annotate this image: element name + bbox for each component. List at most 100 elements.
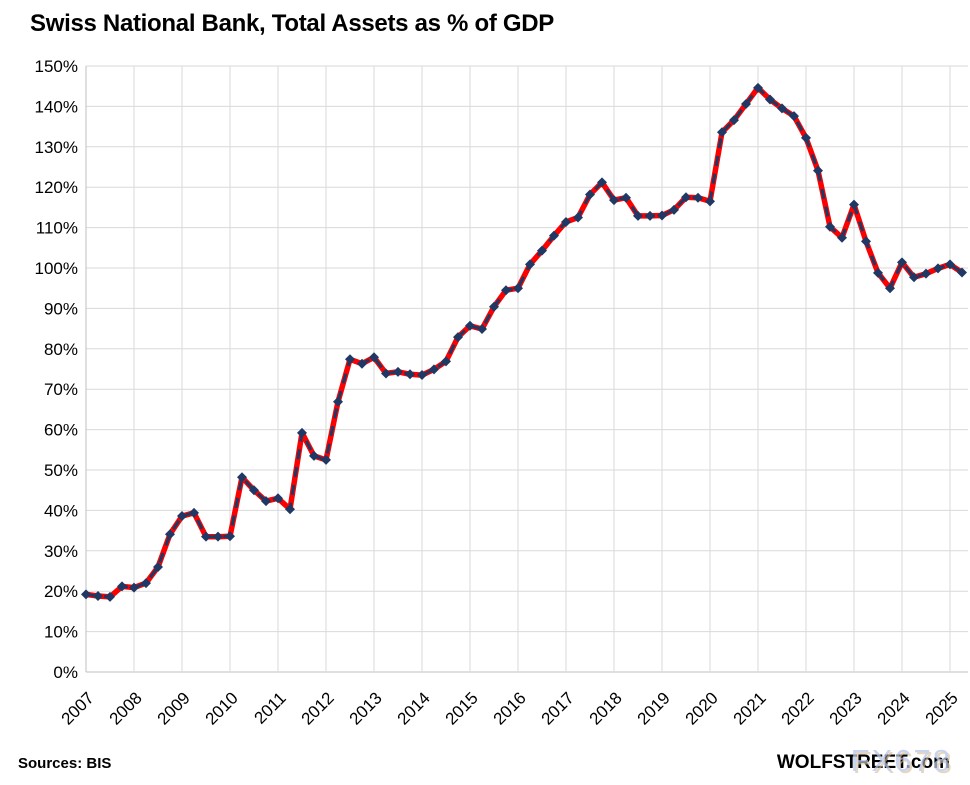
data-point-marker (201, 531, 211, 542)
data-point-marker (777, 103, 787, 114)
data-point-marker (681, 192, 691, 203)
data-point-marker (669, 204, 679, 215)
data-point-marker (513, 283, 523, 294)
data-point-marker (213, 531, 223, 542)
data-point-marker (705, 196, 715, 207)
data-point-marker (261, 496, 271, 507)
x-axis-tick-label: 2019 (634, 688, 674, 728)
data-point-marker (405, 369, 415, 380)
data-point-marker (345, 354, 355, 365)
line-chart: 0% 10% 20% 30% 40% 50% 60% 70% 80% 90% 100% 110% 120… (35, 57, 968, 729)
x-axis-tick-label: 2012 (298, 688, 338, 728)
chart-title: Swiss National Bank, Total Assets as % o… (30, 10, 554, 37)
y-axis-tick-label: 80% (44, 340, 78, 359)
data-point-marker (525, 259, 535, 270)
data-point-marker (621, 192, 631, 203)
y-axis-tick-label: 60% (44, 421, 78, 440)
data-point-marker (453, 332, 463, 343)
x-axis-tick-label: 2013 (346, 688, 386, 728)
x-axis-tick-label: 2016 (490, 688, 530, 728)
data-point-marker (921, 268, 931, 279)
y-axis-tick-label: 130% (35, 138, 78, 157)
x-axis-tick-label: 2023 (826, 688, 866, 728)
x-axis-tick-label: 2008 (106, 688, 146, 728)
data-point-marker (873, 267, 883, 278)
data-point-marker (393, 366, 403, 377)
data-point-marker (657, 210, 667, 221)
y-axis-tick-label: 90% (44, 299, 78, 318)
y-axis-tick-label: 140% (35, 97, 78, 116)
data-point-marker (813, 165, 823, 176)
series-line (83, 85, 965, 600)
data-point-marker (765, 94, 775, 105)
y-axis-tick-label: 100% (35, 259, 78, 278)
data-point-marker (609, 195, 619, 206)
data-point-marker (237, 472, 247, 483)
data-point-marker (729, 115, 739, 126)
x-axis-tick-label: 2009 (154, 688, 194, 728)
x-axis-tick-label: 2007 (58, 688, 98, 728)
y-axis-tick-label: 120% (35, 178, 78, 197)
data-point-marker (81, 589, 91, 600)
data-point-marker (477, 324, 487, 335)
data-point-marker (945, 259, 955, 270)
data-point-marker (489, 301, 499, 312)
data-point-marker (897, 257, 907, 268)
data-point-marker (645, 210, 655, 221)
data-point-marker (573, 212, 583, 223)
data-point-marker (837, 232, 847, 243)
x-axis-tick-label: 2021 (730, 688, 770, 728)
y-axis-tick-label: 110% (36, 219, 78, 238)
y-axis-tick-label: 150% (35, 57, 78, 76)
data-point-marker (789, 111, 799, 122)
data-point-marker (633, 210, 643, 221)
data-point-marker (753, 82, 763, 93)
data-point-marker (249, 485, 259, 496)
y-axis-tick-label: 40% (44, 501, 78, 520)
data-point-marker (849, 199, 859, 210)
x-axis-tick-label: 2022 (778, 688, 818, 728)
data-point-marker (501, 285, 511, 296)
data-point-marker (129, 582, 139, 593)
x-axis-tick-label: 2015 (442, 688, 482, 728)
data-point-marker (585, 189, 595, 200)
x-axis-tick-label: 2020 (682, 688, 722, 728)
y-axis-tick-label: 30% (44, 542, 78, 561)
data-point-marker (693, 192, 703, 203)
data-point-marker (957, 267, 967, 278)
data-point-marker (357, 358, 367, 369)
wolfstreet-credit: WOLFSTREET.com (776, 752, 950, 773)
data-point-marker (597, 177, 607, 188)
data-point-marker (153, 561, 163, 572)
data-point-marker (93, 591, 103, 602)
data-point-marker (717, 127, 727, 138)
data-point-marker (333, 396, 343, 407)
data-point-marker (549, 230, 559, 241)
data-point-marker (465, 320, 475, 331)
data-point-marker (177, 511, 187, 522)
x-axis-tick-label: 2011 (251, 688, 290, 727)
y-axis-tick-label: 70% (44, 380, 78, 399)
data-point-marker (369, 352, 379, 363)
sources-note: Sources: BIS (18, 755, 112, 772)
data-point-marker (933, 263, 943, 274)
x-axis-tick-label: 2018 (586, 688, 626, 728)
data-point-marker (141, 578, 151, 589)
y-axis-tick-label: 10% (44, 623, 78, 642)
x-axis-tick-label: 2010 (202, 688, 242, 728)
y-axis-tick-label: 50% (44, 461, 78, 480)
data-point-marker (273, 493, 283, 504)
data-point-marker (885, 283, 895, 294)
data-point-marker (321, 454, 331, 465)
data-point-marker (825, 221, 835, 232)
data-point-marker (561, 216, 571, 227)
data-point-marker (165, 529, 175, 540)
y-axis-tick-label: 0% (53, 663, 78, 682)
data-point-marker (441, 356, 451, 367)
data-point-marker (105, 591, 115, 602)
x-axis-tick-label: 2014 (394, 688, 434, 728)
y-axis-tick-label: 20% (44, 582, 78, 601)
data-point-marker (537, 245, 547, 256)
data-point-marker (429, 364, 439, 375)
